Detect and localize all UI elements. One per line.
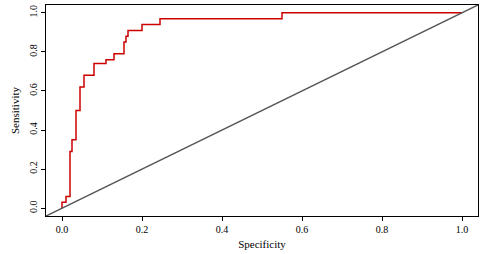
svg-text:0.6: 0.6: [28, 83, 39, 96]
svg-text:0.2: 0.2: [28, 161, 39, 174]
svg-text:0.2: 0.2: [136, 224, 149, 235]
svg-text:0.8: 0.8: [28, 44, 39, 57]
svg-text:0.4: 0.4: [28, 122, 39, 135]
svg-text:0.6: 0.6: [296, 224, 309, 235]
svg-text:0.0: 0.0: [56, 224, 69, 235]
svg-text:Sensitivity: Sensitivity: [9, 86, 21, 134]
svg-text:0.0: 0.0: [28, 200, 39, 213]
svg-text:1.0: 1.0: [28, 5, 39, 18]
svg-text:1.0: 1.0: [456, 224, 469, 235]
svg-text:Specificity: Specificity: [238, 238, 286, 250]
svg-text:0.4: 0.4: [216, 224, 229, 235]
svg-text:0.8: 0.8: [376, 224, 389, 235]
